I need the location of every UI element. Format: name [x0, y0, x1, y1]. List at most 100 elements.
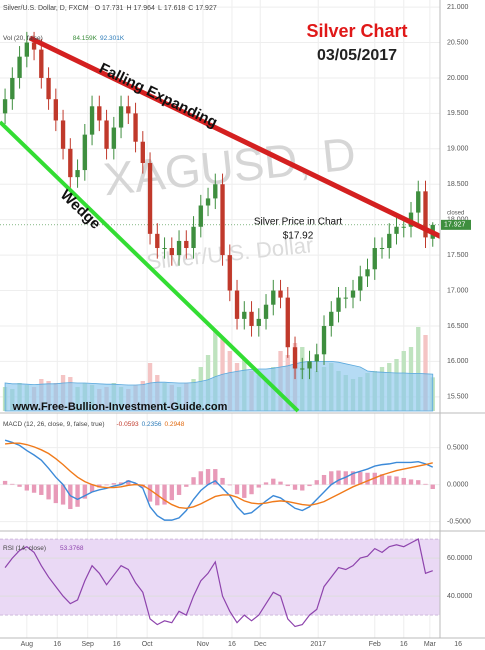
macd-histogram-bar	[416, 480, 421, 485]
macd-hist-value: -0.0593	[117, 421, 139, 428]
candle-body	[2, 99, 8, 114]
candle-body	[31, 42, 37, 50]
macd-title: MACD (12, 26, close, 9, false, true)	[3, 421, 105, 428]
candle-body	[365, 269, 370, 277]
candle-body	[307, 361, 312, 369]
macd-histogram-bar	[423, 483, 428, 485]
x-tick-label: Feb	[369, 641, 381, 648]
candle-body	[147, 162, 153, 234]
x-tick-label: 16	[454, 641, 462, 648]
right-axis	[440, 0, 485, 650]
y-tick-label: 18.500	[447, 181, 469, 188]
volume-bar	[416, 327, 421, 411]
macd-histogram-bar	[379, 474, 385, 485]
price-tag-label: 17.927	[444, 222, 466, 229]
ohlc-value: 17.964	[134, 5, 156, 12]
price-tag	[441, 219, 471, 230]
y-tick-label: 20.000	[447, 75, 469, 82]
x-tick-label: 16	[228, 641, 236, 648]
y-tick-label: 19.000	[447, 146, 469, 153]
candle-body	[336, 297, 341, 312]
candle-body	[89, 106, 95, 135]
y-tick-label: 60.0000	[447, 555, 472, 562]
macd-histogram-bar	[60, 484, 66, 505]
y-tick-label: 19.500	[447, 110, 469, 117]
candle-body	[97, 106, 102, 121]
volume-ma-value: 92.301K	[100, 35, 125, 42]
rsi-panel	[0, 538, 440, 628]
candle-body	[205, 198, 211, 206]
macd-histogram-bar	[321, 474, 327, 485]
candle-body	[234, 290, 240, 319]
macd-signal-value: 0.2948	[164, 421, 184, 428]
macd-histogram-bar	[17, 484, 22, 487]
candle-body	[24, 42, 29, 57]
candle-body	[111, 127, 116, 149]
candle-body	[263, 304, 269, 319]
candle-body	[220, 184, 225, 256]
macd-histogram-bar	[24, 484, 29, 491]
macd-histogram-bar	[68, 484, 73, 510]
x-tick-label: 16	[113, 641, 121, 648]
y-tick-label: 0.0000	[447, 481, 469, 488]
macd-histogram-bar	[292, 484, 298, 490]
candle-body	[46, 77, 51, 100]
candle-body	[60, 120, 66, 149]
macd-histogram-bar	[104, 484, 109, 486]
macd-histogram-bar	[2, 480, 8, 485]
candle-body	[379, 248, 385, 250]
candle-body	[82, 134, 87, 171]
symbol: Silver/U.S. Dollar, D, FXCM	[3, 5, 89, 12]
macd-histogram-bar	[97, 484, 102, 488]
candle-body	[140, 141, 145, 163]
macd-histogram-bar	[184, 484, 189, 487]
falling-trend-line	[28, 35, 485, 261]
rsi-legend: RSI (14, close) 53.3768	[3, 545, 84, 552]
volume-bar	[213, 331, 218, 411]
candle-body	[126, 106, 131, 114]
candle-body	[176, 240, 182, 256]
candle-body	[343, 297, 348, 299]
macd-histogram-bar	[75, 484, 80, 507]
y-tick-label: 21.000	[447, 4, 469, 11]
macd-histogram-bar	[394, 476, 399, 485]
chart-title: Silver Chart	[306, 21, 407, 41]
ohlc-value: 17.618	[164, 5, 186, 12]
candle-body	[387, 233, 392, 249]
axis-labels: Aug 16 Sep 16 Oct Nov 16 Dec 2017 Feb 16 Mar 16 21.00…	[21, 4, 473, 648]
macd-histogram-bar	[256, 484, 261, 488]
candle-body	[191, 226, 196, 249]
macd-histogram-bar	[205, 469, 211, 485]
status-label: closed	[447, 210, 464, 216]
macd-line	[4, 439, 434, 521]
ohlc-value: 17.731	[102, 5, 124, 12]
candle-body	[256, 318, 261, 326]
macd-histogram-bar	[271, 478, 276, 485]
ohlc-value: 17.927	[195, 5, 217, 12]
ohlc-letter: C	[188, 5, 193, 12]
candle-body	[53, 99, 58, 121]
candle-body	[358, 276, 363, 291]
candle-body	[242, 311, 247, 319]
macd-line	[5, 442, 433, 509]
macd-histogram-bar	[234, 484, 240, 495]
macd-histogram-bar	[89, 484, 95, 492]
macd-histogram-bar	[249, 484, 254, 495]
x-tick-label: 16	[53, 641, 61, 648]
macd-histogram-bar	[39, 484, 44, 495]
candle-body	[271, 290, 276, 305]
x-tick-label: Dec	[254, 641, 267, 648]
x-tick-label: Nov	[197, 641, 210, 648]
volume-value: 84.159K	[73, 35, 98, 42]
candle-body	[394, 226, 399, 234]
volume-ma-area	[4, 361, 434, 412]
volume-legend: Vol (20, false) 84.159K 92.301K	[3, 35, 125, 42]
macd-histogram-bar	[365, 472, 370, 485]
candle-body	[416, 191, 421, 213]
candle-body	[10, 77, 15, 100]
symbol-legend: Silver/U.S. Dollar, D, FXCM O 17.731 H 17.96…	[3, 5, 217, 12]
macd-histogram-bar	[220, 477, 225, 485]
candle-body	[162, 248, 167, 250]
candle-body	[423, 191, 428, 238]
